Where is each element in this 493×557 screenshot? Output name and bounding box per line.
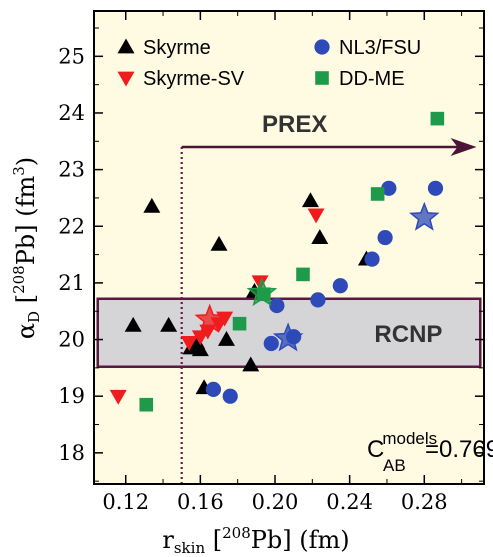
- y-tick-label: 19: [58, 384, 85, 408]
- data-point-circle: [222, 388, 238, 404]
- data-point-triangle-up: [217, 331, 235, 346]
- correlation-sup: models: [382, 429, 437, 448]
- data-point-circle: [332, 278, 348, 294]
- legend-marker-triangle-down: [117, 71, 135, 87]
- data-point-circle: [377, 229, 393, 246]
- x-tick-label: 0.16: [177, 490, 224, 514]
- star-marker: [194, 303, 225, 333]
- legend-label: Skyrme: [143, 37, 211, 59]
- star-marker: [272, 322, 304, 352]
- correlation-annotation: Cmodels AB =0.769: [367, 429, 493, 475]
- prex-arrow-head: [450, 137, 477, 156]
- data-point-triangle-down: [307, 208, 325, 224]
- data-point-triangle-up: [143, 197, 161, 213]
- y-tick-label: 22: [58, 214, 85, 238]
- data-point-square: [430, 111, 445, 126]
- data-point-square: [232, 316, 247, 331]
- x-tick-label: 0.24: [326, 490, 373, 514]
- x-tick-label: 0.28: [401, 490, 448, 514]
- rcnp-label: RCNP: [374, 321, 442, 348]
- legend-label: DD-ME: [339, 68, 405, 90]
- legend-marker-circle: [314, 39, 330, 55]
- plot-frame: [93, 10, 485, 485]
- data-point-triangle-up: [242, 356, 260, 372]
- data-point-circle: [364, 251, 380, 267]
- x-axis-label: rskin [208Pb] (fm): [162, 524, 349, 557]
- prex-label: PREX: [262, 111, 327, 138]
- y-axis-label: αD [208Pb] (fm3): [10, 157, 43, 339]
- data-point-triangle-down: [109, 389, 127, 405]
- data-point-square: [370, 187, 385, 201]
- legend-label: NL3/FSU: [339, 37, 421, 59]
- plot-area: [94, 11, 484, 484]
- x-axis-sub: skin: [174, 539, 206, 557]
- data-point-circle: [263, 335, 279, 352]
- y-tick-label: 23: [58, 158, 85, 182]
- x-tick-label: 0.20: [252, 490, 299, 514]
- y-axis-element: Pb] (fm: [12, 176, 40, 266]
- x-axis-sup: 208: [222, 524, 251, 542]
- legend-marker-triangle-up: [117, 38, 135, 54]
- data-point-triangle-down: [180, 336, 198, 351]
- data-point-triangle-up: [191, 341, 209, 357]
- y-tick-label: 24: [58, 101, 85, 125]
- y-axis-bracket: [: [12, 294, 40, 311]
- data-point-triangle-up: [160, 316, 178, 332]
- data-point-triangle-up: [301, 192, 319, 208]
- prex-arrow-layer: [181, 137, 477, 156]
- legend-label: Skyrme-SV: [143, 68, 245, 90]
- legend: Skyrme Skyrme-SV NL3/FSU DD-ME: [117, 37, 421, 90]
- data-point-triangle-up: [311, 229, 329, 244]
- data-point-circle: [269, 297, 285, 314]
- correlation-sub: AB: [383, 456, 406, 475]
- correlation-symbol: C: [367, 436, 384, 463]
- correlation-value: =0.769: [425, 436, 493, 463]
- data-point-circle: [205, 381, 222, 397]
- axis-ticks: 0.12 0.16 0.20 0.24 0.28 18 19 20 21 22 23 24 25: [58, 11, 484, 514]
- x-axis-main: r: [162, 526, 174, 554]
- x-tick-label: 0.12: [102, 490, 149, 514]
- data-point-triangle-up: [124, 316, 142, 332]
- x-axis-bracket: [: [205, 526, 222, 554]
- legend-marker-square: [315, 71, 329, 85]
- y-tick-label: 20: [58, 328, 85, 352]
- y-axis-sub: D: [25, 311, 43, 323]
- y-axis-main: α: [12, 323, 40, 339]
- star-marker: [409, 201, 440, 231]
- data-point-triangle-up: [210, 235, 228, 251]
- data-point-square: [139, 397, 154, 412]
- data-point-circle: [381, 180, 397, 196]
- data-point-circle: [427, 180, 444, 196]
- data-point-square: [296, 267, 310, 282]
- y-axis-sup: 208: [10, 265, 28, 294]
- y-tick-label: 18: [58, 441, 85, 465]
- y-axis-close: ): [12, 157, 40, 166]
- star-marker: [246, 277, 278, 307]
- y-axis-unit-sup: 3: [10, 166, 28, 176]
- y-tick-label: 25: [58, 44, 85, 68]
- data-point-circle: [310, 292, 326, 308]
- data-points: [109, 111, 445, 412]
- y-tick-label: 21: [58, 271, 85, 295]
- data-point-triangle-down: [191, 330, 209, 346]
- x-axis-element: Pb] (fm): [251, 526, 350, 554]
